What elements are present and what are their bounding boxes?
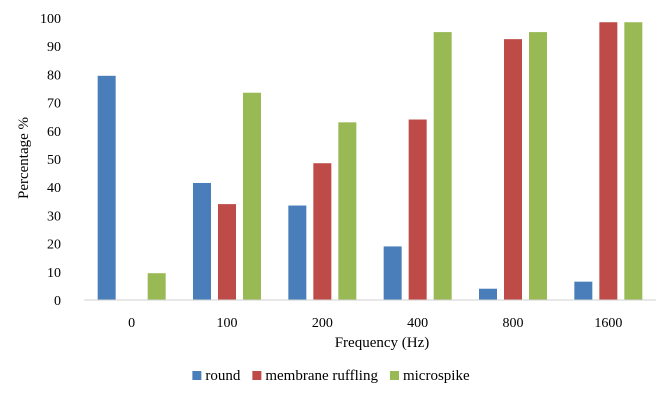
x-tick-label: 400: [407, 316, 428, 331]
legend-swatch: [252, 371, 262, 380]
y-tick-label: 80: [47, 68, 61, 83]
bar-membrane-ruffling-1600: [599, 22, 618, 300]
x-axis-ticks: 0 100 200 400 800 1600: [128, 316, 622, 331]
x-tick-label: 1600: [594, 316, 622, 331]
x-tick-label: 0: [128, 316, 135, 331]
y-tick-label: 90: [47, 40, 61, 55]
bar-microspike-400: [433, 32, 452, 300]
y-tick-label: 50: [47, 153, 61, 168]
bars-group: [97, 22, 643, 301]
y-tick-label: 10: [47, 266, 61, 281]
bar-round-1600: [574, 281, 593, 300]
legend-label: microspike: [403, 368, 470, 384]
bar-round-200: [288, 205, 307, 300]
legend-swatch: [389, 371, 399, 380]
bar-membrane-ruffling-800: [504, 39, 522, 301]
legend-item: membrane ruffling: [252, 368, 378, 384]
legend-item: microspike: [389, 368, 470, 384]
legend-item: round: [192, 368, 241, 384]
x-tick-label: 200: [312, 316, 333, 331]
legend: round membrane ruffling microspike: [192, 368, 470, 384]
y-tick-label: 60: [47, 125, 61, 140]
x-tick-label: 800: [503, 316, 524, 331]
y-tick-label: 20: [47, 238, 61, 253]
bar-microspike-0: [147, 273, 166, 300]
bar-membrane-ruffling-100: [218, 204, 236, 300]
y-axis-title: Percentage %: [16, 117, 32, 199]
bar-membrane-ruffling-400: [408, 119, 427, 301]
bar-round-100: [193, 182, 211, 300]
bar-microspike-200: [338, 122, 357, 300]
y-tick-label: 100: [40, 12, 61, 27]
x-tick-label: 100: [217, 316, 238, 331]
legend-label: round: [205, 368, 240, 384]
legend-label: membrane ruffling: [265, 368, 378, 384]
x-axis-title: Frequency (Hz): [335, 335, 430, 351]
y-axis-ticks: 0 10 20 30 40 50 60 70 80 90 100: [40, 12, 61, 309]
bar-round-0: [97, 75, 116, 300]
y-tick-label: 30: [47, 209, 61, 224]
bar-membrane-ruffling-200: [313, 163, 332, 300]
bar-round-800: [479, 288, 497, 300]
bar-microspike-100: [243, 92, 261, 300]
bar-round-400: [383, 246, 402, 300]
legend-swatch: [192, 371, 202, 380]
bar-microspike-800: [529, 32, 547, 300]
y-tick-label: 70: [47, 97, 61, 112]
bar-microspike-1600: [624, 22, 643, 300]
y-tick-label: 0: [54, 294, 61, 309]
y-tick-label: 40: [47, 181, 61, 196]
